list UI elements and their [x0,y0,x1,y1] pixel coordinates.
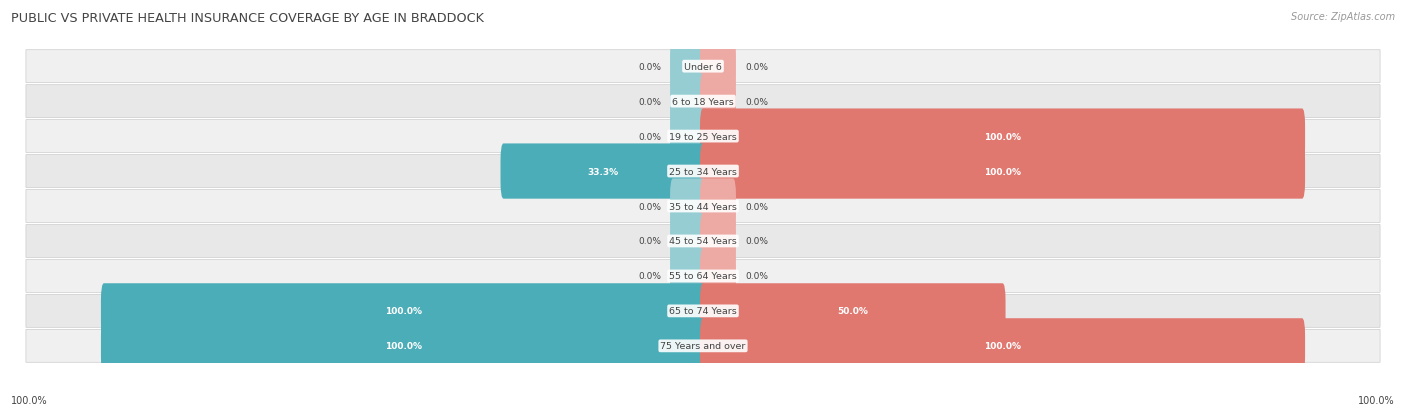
FancyBboxPatch shape [101,284,706,339]
FancyBboxPatch shape [700,179,735,234]
FancyBboxPatch shape [671,249,706,304]
FancyBboxPatch shape [501,144,706,199]
Text: 0.0%: 0.0% [745,202,768,211]
FancyBboxPatch shape [700,74,735,129]
Text: PUBLIC VS PRIVATE HEALTH INSURANCE COVERAGE BY AGE IN BRADDOCK: PUBLIC VS PRIVATE HEALTH INSURANCE COVER… [11,12,484,25]
Text: 0.0%: 0.0% [638,202,661,211]
Text: Source: ZipAtlas.com: Source: ZipAtlas.com [1291,12,1395,22]
Text: 100.0%: 100.0% [385,306,422,316]
FancyBboxPatch shape [671,40,706,95]
FancyBboxPatch shape [700,109,1305,164]
Text: 100.0%: 100.0% [385,342,422,351]
FancyBboxPatch shape [25,51,1381,83]
Text: 50.0%: 50.0% [838,306,869,316]
FancyBboxPatch shape [700,318,1305,373]
Text: 0.0%: 0.0% [638,97,661,107]
Text: 100.0%: 100.0% [11,395,48,405]
Text: 100.0%: 100.0% [984,342,1021,351]
Text: 100.0%: 100.0% [984,167,1021,176]
FancyBboxPatch shape [700,40,735,95]
FancyBboxPatch shape [671,74,706,129]
Text: 0.0%: 0.0% [638,237,661,246]
FancyBboxPatch shape [671,214,706,269]
FancyBboxPatch shape [700,144,1305,199]
FancyBboxPatch shape [671,109,706,164]
FancyBboxPatch shape [25,225,1381,258]
Text: Under 6: Under 6 [685,62,721,71]
FancyBboxPatch shape [700,249,735,304]
Text: 33.3%: 33.3% [588,167,619,176]
Text: 65 to 74 Years: 65 to 74 Years [669,306,737,316]
Text: 100.0%: 100.0% [984,132,1021,141]
FancyBboxPatch shape [25,295,1381,328]
Text: 0.0%: 0.0% [745,237,768,246]
FancyBboxPatch shape [671,179,706,234]
FancyBboxPatch shape [25,155,1381,188]
Text: 0.0%: 0.0% [638,132,661,141]
Text: 35 to 44 Years: 35 to 44 Years [669,202,737,211]
Text: 75 Years and over: 75 Years and over [661,342,745,351]
Text: 19 to 25 Years: 19 to 25 Years [669,132,737,141]
Text: 0.0%: 0.0% [745,97,768,107]
Text: 0.0%: 0.0% [638,62,661,71]
Text: 45 to 54 Years: 45 to 54 Years [669,237,737,246]
FancyBboxPatch shape [25,190,1381,223]
FancyBboxPatch shape [25,330,1381,362]
Text: 6 to 18 Years: 6 to 18 Years [672,97,734,107]
Text: 55 to 64 Years: 55 to 64 Years [669,272,737,281]
FancyBboxPatch shape [700,214,735,269]
Text: 0.0%: 0.0% [745,272,768,281]
Text: 25 to 34 Years: 25 to 34 Years [669,167,737,176]
FancyBboxPatch shape [25,85,1381,118]
FancyBboxPatch shape [25,120,1381,153]
FancyBboxPatch shape [25,260,1381,293]
Legend: Public Insurance, Private Insurance: Public Insurance, Private Insurance [585,409,821,413]
Text: 0.0%: 0.0% [745,62,768,71]
FancyBboxPatch shape [101,318,706,373]
FancyBboxPatch shape [700,284,1005,339]
Text: 100.0%: 100.0% [1358,395,1395,405]
Text: 0.0%: 0.0% [638,272,661,281]
